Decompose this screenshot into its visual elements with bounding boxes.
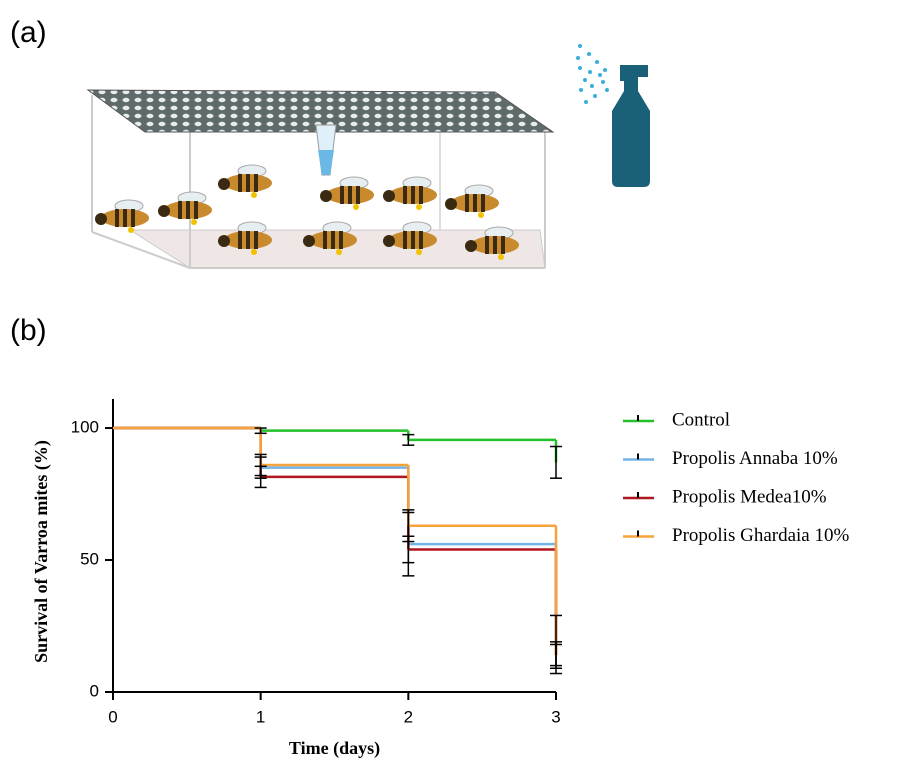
- bee-head: [465, 240, 477, 252]
- bee-pollen: [251, 249, 257, 255]
- bee-pollen: [416, 249, 422, 255]
- bee-stripe: [403, 186, 407, 204]
- panel-label: (b): [10, 314, 47, 347]
- bee-head: [320, 190, 332, 202]
- bee-head: [383, 190, 395, 202]
- bee-stripe: [419, 186, 423, 204]
- bee-stripe: [356, 186, 360, 204]
- y-axis-title: Survival of Varroa mites (%): [31, 440, 52, 663]
- bee-stripe: [419, 231, 423, 249]
- bee-stripe: [115, 209, 119, 227]
- bee-pollen: [416, 204, 422, 210]
- bee-pollen: [251, 192, 257, 198]
- bee-stripe: [254, 174, 258, 192]
- y-tick-label: 100: [71, 418, 99, 437]
- bee-pollen: [498, 254, 504, 260]
- bee-stripe: [331, 231, 335, 249]
- bee-head: [383, 235, 395, 247]
- bee-stripe: [131, 209, 135, 227]
- legend-label: Propolis Annaba 10%: [672, 448, 838, 469]
- legend-label: Propolis Medea10%: [672, 486, 827, 507]
- bee-stripe: [411, 231, 415, 249]
- legend-label: Propolis Ghardaia 10%: [672, 525, 849, 546]
- bee-stripe: [178, 201, 182, 219]
- bee-stripe: [465, 194, 469, 212]
- bee-stripe: [473, 194, 477, 212]
- bee-stripe: [481, 194, 485, 212]
- bee-pollen: [128, 227, 134, 233]
- bee-stripe: [493, 236, 497, 254]
- bee-head: [218, 178, 230, 190]
- bee-stripe: [501, 236, 505, 254]
- bee-stripe: [339, 231, 343, 249]
- y-tick-label: 0: [90, 681, 99, 700]
- bee-stripe: [238, 174, 242, 192]
- x-tick-label: 1: [256, 707, 265, 726]
- bee-head: [218, 235, 230, 247]
- bee-stripe: [123, 209, 127, 227]
- bee-stripe: [194, 201, 198, 219]
- bee-pollen: [353, 204, 359, 210]
- bee-pollen: [478, 212, 484, 218]
- y-tick-label: 50: [80, 550, 99, 569]
- x-tick-label: 3: [551, 707, 560, 726]
- bee-stripe: [485, 236, 489, 254]
- bee-stripe: [246, 231, 250, 249]
- spray-bottle: [576, 44, 650, 187]
- error-bar: [550, 447, 562, 479]
- bee-stripe: [254, 231, 258, 249]
- figure: (a) (b) 0 50 100 0 1 2 3 Time (days) Survival of…: [0, 0, 905, 771]
- bee-head: [445, 198, 457, 210]
- x-tick-label: 2: [404, 707, 413, 726]
- bee-pollen: [191, 219, 197, 225]
- bee-stripe: [411, 186, 415, 204]
- panel-label: (a): [10, 16, 47, 49]
- bee-stripe: [403, 231, 407, 249]
- bee-stripe: [238, 231, 242, 249]
- x-axis-title: Time (days): [289, 738, 380, 759]
- bee-head: [303, 235, 315, 247]
- bee-stripe: [323, 231, 327, 249]
- bee-stripe: [246, 174, 250, 192]
- survival-chart: 0 50 100 0 1 2 3 Time (days) Survival of Varroa …: [31, 399, 849, 759]
- error-bar: [550, 644, 562, 665]
- bee-head: [95, 213, 107, 225]
- bee-stripe: [186, 201, 190, 219]
- x-tick-label: 0: [108, 707, 117, 726]
- legend-label: Control: [672, 409, 730, 430]
- bee-head: [158, 205, 170, 217]
- bee-stripe: [348, 186, 352, 204]
- bee-pollen: [336, 249, 342, 255]
- bee-stripe: [340, 186, 344, 204]
